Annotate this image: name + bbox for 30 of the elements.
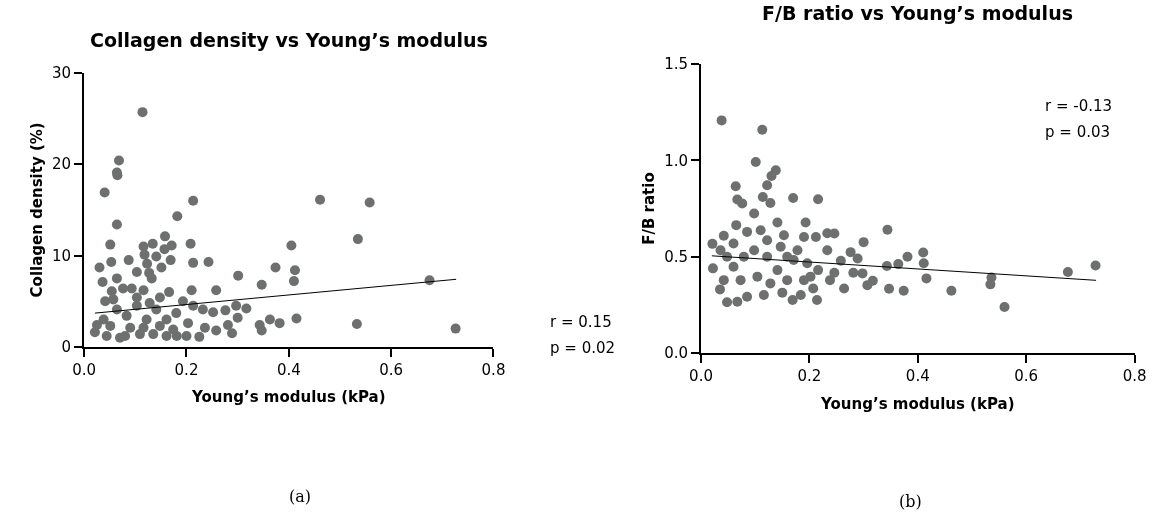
x-tick-label: 0.8 <box>1122 367 1147 386</box>
y-tick-label: 0 <box>61 338 72 357</box>
y-tick-label: 10 <box>52 246 72 265</box>
chart-title: F/B ratio vs Young’s modulus <box>762 2 1073 24</box>
text: r = 0.15 <box>550 313 612 331</box>
x-tick-label: 0.6 <box>1014 367 1039 386</box>
x-tick-label: 0.2 <box>797 367 822 386</box>
x-tick-label: 0.4 <box>276 360 301 379</box>
text: (a) <box>289 487 312 506</box>
text: p = 0.02 <box>550 339 616 357</box>
x-tick-label: 0.2 <box>174 360 199 379</box>
text: (b) <box>899 492 922 511</box>
y-tick-label: 1.5 <box>664 55 689 74</box>
x-axis-title: Young’s modulus (kPa) <box>191 388 386 407</box>
y-tick-label: 1.0 <box>664 151 689 170</box>
x-tick-label: 0.0 <box>689 367 713 386</box>
annotation: p = 0.03 <box>1045 123 1111 141</box>
x-tick-label: 0.0 <box>72 360 97 379</box>
y-tick-label: 0.5 <box>664 248 689 267</box>
y-axis-title: Collagen density (%) <box>27 122 46 298</box>
x-axis-title: Young’s modulus (kPa) <box>820 394 1015 413</box>
y-axis-title: F/B ratio <box>639 172 658 245</box>
chart-title: Collagen density vs Young’s modulus <box>90 29 488 51</box>
x-tick-label: 0.4 <box>905 367 930 386</box>
y-tick-label: 20 <box>52 155 72 174</box>
x-tick-label: 0.6 <box>379 360 404 379</box>
annotation: r = -0.13 <box>1045 97 1113 115</box>
y-tick-label: 30 <box>52 64 72 83</box>
x-tick-label: 0.8 <box>481 360 506 379</box>
y-tick-label: 0.0 <box>664 344 689 363</box>
